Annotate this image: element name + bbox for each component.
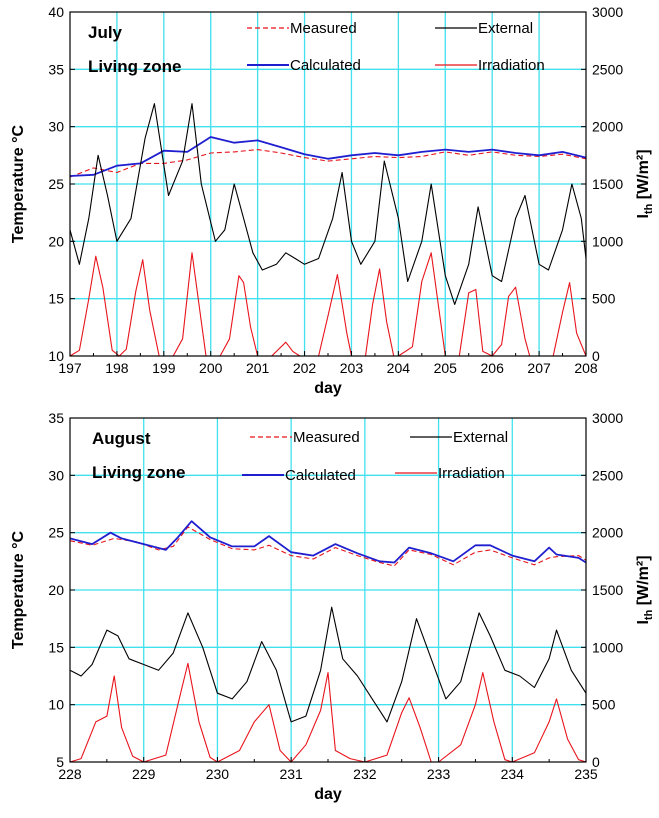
y2-tick-label: 1000 <box>592 639 623 655</box>
y-tick-label: 35 <box>48 410 64 426</box>
legend-label-measured: Measured <box>290 20 357 37</box>
y-tick-label: 10 <box>48 348 64 364</box>
series-calculated <box>69 136 587 177</box>
y2-tick-label: 3000 <box>592 410 623 426</box>
panel-title-line: July <box>88 23 123 42</box>
x-tick-label: 208 <box>574 360 598 376</box>
x-tick-label: 231 <box>279 766 303 782</box>
y2-axis-label: Ith [W/m²] <box>635 555 655 624</box>
y2-tick-label: 2500 <box>592 61 623 77</box>
x-tick-label: 204 <box>387 360 411 376</box>
legend-label-irradiation: Irradiation <box>478 57 545 74</box>
y-axis-label: Temperature °C <box>10 124 27 243</box>
x-tick-label: 205 <box>434 360 458 376</box>
x-tick-label: 233 <box>427 766 451 782</box>
series-irradiation <box>69 252 587 357</box>
y2-tick-label: 2000 <box>592 119 623 135</box>
y-tick-label: 20 <box>48 582 64 598</box>
panel-title-line: August <box>92 429 151 448</box>
y-tick-label: 30 <box>48 119 64 135</box>
y-tick-label: 20 <box>48 233 64 249</box>
legend-label-calculated: Calculated <box>290 57 361 74</box>
x-tick-label: 230 <box>206 766 230 782</box>
y-tick-label: 35 <box>48 61 64 77</box>
y2-tick-label: 0 <box>592 348 600 364</box>
x-tick-label: 199 <box>152 360 176 376</box>
series-measured <box>69 149 587 178</box>
legend-label-calculated: Calculated <box>285 467 356 484</box>
y-tick-label: 15 <box>48 291 64 307</box>
x-tick-label: 207 <box>527 360 551 376</box>
y2-tick-label: 2500 <box>592 467 623 483</box>
panel-title-line: Living zone <box>92 463 186 482</box>
x-tick-label: 203 <box>340 360 364 376</box>
y2-tick-label: 0 <box>592 754 600 770</box>
x-tick-label: 228 <box>58 766 82 782</box>
x-tick-label: 232 <box>353 766 377 782</box>
series-irradiation <box>69 662 587 763</box>
panel-title-line: Living zone <box>88 57 182 76</box>
x-tick-label: 229 <box>132 766 156 782</box>
series-external <box>69 606 587 723</box>
y2-tick-label: 3000 <box>592 4 623 20</box>
series-measured <box>69 526 587 567</box>
y-tick-label: 25 <box>48 176 64 192</box>
x-tick-label: 234 <box>501 766 525 782</box>
series-calculated <box>69 520 587 564</box>
x-tick-label: 201 <box>246 360 270 376</box>
y2-tick-label: 1000 <box>592 233 623 249</box>
y-tick-label: 25 <box>48 525 64 541</box>
legend-label-external: External <box>453 429 508 446</box>
x-tick-label: 206 <box>481 360 505 376</box>
y2-axis-label: Ith [W/m²] <box>635 149 655 218</box>
y-tick-label: 30 <box>48 467 64 483</box>
y-tick-label: 15 <box>48 639 64 655</box>
x-tick-label: 235 <box>574 766 598 782</box>
x-tick-label: 197 <box>58 360 82 376</box>
x-tick-label: 202 <box>293 360 317 376</box>
y2-tick-label: 1500 <box>592 176 623 192</box>
y2-tick-label: 500 <box>592 697 616 713</box>
y-axis-label: Temperature °C <box>10 530 27 649</box>
y-tick-label: 40 <box>48 4 64 20</box>
y2-tick-label: 1500 <box>592 582 623 598</box>
x-tick-label: 200 <box>199 360 223 376</box>
y-tick-label: 10 <box>48 697 64 713</box>
legend-label-irradiation: Irradiation <box>438 465 505 482</box>
panel-august: 228 229 230 231 232 233 234 235 5 10 15 20 25 30 35 0 50… <box>10 410 655 803</box>
y2-tick-label: 2000 <box>592 525 623 541</box>
legend-label-external: External <box>478 20 533 37</box>
x-axis-label: day <box>314 786 342 803</box>
y-tick-label: 5 <box>56 754 64 770</box>
series-external <box>69 103 587 305</box>
legend-label-measured: Measured <box>293 429 360 446</box>
x-axis-label: day <box>314 380 342 397</box>
panel-july: 197 198 199 200 201 202 203 204 205 206 207 2081015… <box>10 4 655 397</box>
y2-tick-label: 500 <box>592 291 616 307</box>
x-tick-label: 198 <box>105 360 129 376</box>
